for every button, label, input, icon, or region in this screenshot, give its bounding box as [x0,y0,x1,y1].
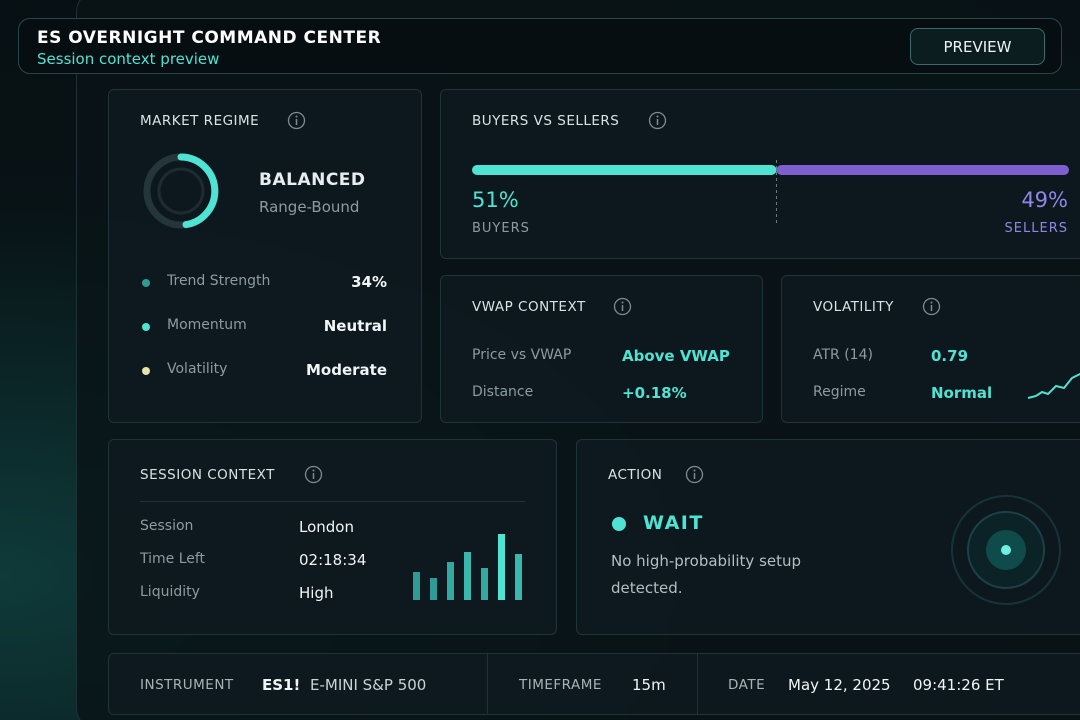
regime-gauge [143,153,219,229]
footer-label: DATE [728,677,766,693]
divider [487,654,488,714]
row-label: Time Left [140,551,206,567]
sellers-bar [776,165,1069,175]
row-value: Moderate [305,361,387,379]
card-title: VOLATILITY [813,299,894,315]
bullet-dot [142,279,150,287]
liquidity-bars [413,534,522,600]
action-card: ACTION WAIT No high-probability setup de… [576,439,1080,635]
card-title: VWAP CONTEXT [472,299,586,315]
row-label: Price vs VWAP [472,347,572,363]
header-bar: ES OVERNIGHT COMMAND CENTER Session cont… [18,18,1062,74]
info-icon [304,465,323,484]
page-subtitle: Session context preview [37,50,220,68]
sparkline [1027,372,1080,399]
page-title: ES OVERNIGHT COMMAND CENTER [37,28,382,48]
sellers-percent: 49% [1021,188,1068,212]
row-value: 34% [351,273,387,291]
bullet-dot [142,323,150,331]
row-value: High [299,584,334,602]
row-label: Distance [472,384,534,400]
info-icon [287,111,306,130]
row-label: ATR (14) [813,347,873,363]
footer-label: INSTRUMENT [140,677,234,693]
buyers-percent: 51% [472,188,519,212]
status-dot [612,517,626,531]
row-label: Volatility [167,361,228,377]
market-regime-card: MARKET REGIME BALANCED Range-Bound Trend… [108,89,422,423]
vwap-card: VWAP CONTEXT Price vs VWAP Above VWAP Dist… [440,275,763,423]
buyers-bar [472,165,777,175]
row-value: +0.18% [622,384,687,402]
info-icon [613,297,632,316]
card-title: ACTION [608,467,663,483]
info-icon [922,297,941,316]
divider [697,654,698,714]
session-card: SESSION CONTEXT Session London Time Left 02… [108,439,557,635]
row-value: London [299,518,354,536]
buyers-sellers-card: BUYERS VS SELLERS 51% BUYERS 49% SELLERS [440,89,1080,259]
card-title: MARKET REGIME [140,113,260,129]
instrument-symbol: ES1! [262,676,301,694]
info-icon [648,111,667,130]
time: 09:41:26 ET [913,676,1004,694]
card-title: SESSION CONTEXT [140,467,275,483]
preview-button[interactable]: PREVIEW [910,28,1045,65]
footer-label: TIMEFRAME [519,677,602,693]
volatility-card: VOLATILITY ATR (14) 0.79 Regime Normal [781,275,1080,423]
row-label: Liquidity [140,584,200,600]
row-value: Neutral [323,317,387,335]
row-value: 0.79 [931,347,969,365]
row-value: 02:18:34 [299,551,367,569]
row-label: Session [140,518,194,534]
radar-icon [951,495,1061,605]
instrument-name: E-MINI S&P 500 [310,676,427,694]
info-icon [685,465,704,484]
timeframe: 15m [632,676,666,694]
row-value: Normal [931,384,993,402]
row-label: Regime [813,384,866,400]
action-signal: WAIT [643,512,704,534]
regime-state: BALANCED [259,170,366,190]
card-title: BUYERS VS SELLERS [472,113,620,129]
balance-bar [472,160,1069,226]
row-label: Trend Strength [167,273,271,289]
row-label: Momentum [167,317,247,333]
date: May 12, 2025 [788,676,891,694]
bullet-dot [142,367,150,375]
footer-bar: INSTRUMENT ES1! E-MINI S&P 500 TIMEFRAME… [108,653,1080,715]
row-value: Above VWAP [622,347,730,365]
sellers-label: SELLERS [1004,221,1068,236]
divider [140,501,525,502]
action-message: No high-probability setup detected. [611,552,802,597]
regime-detail: Range-Bound [259,198,360,216]
buyers-label: BUYERS [472,221,530,236]
